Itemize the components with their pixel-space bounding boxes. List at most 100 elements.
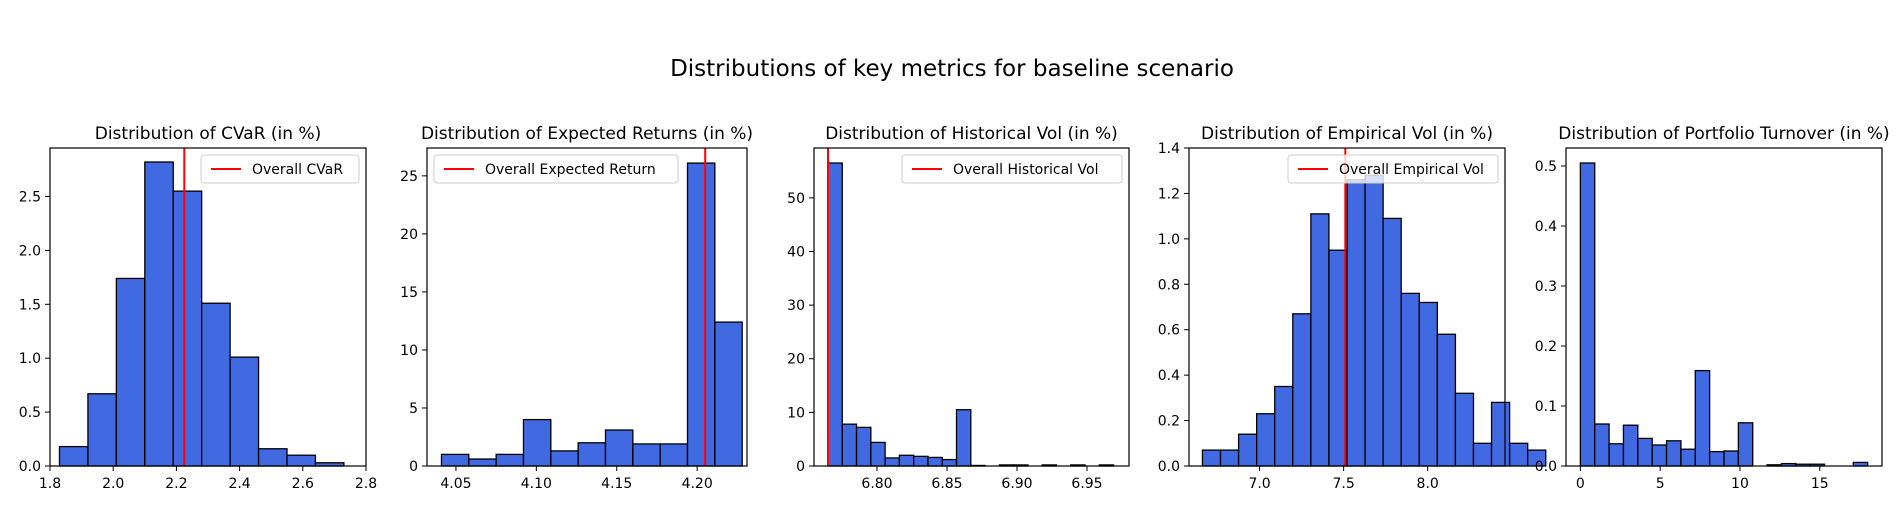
y-tick-label: 0.4 [1535, 219, 1557, 235]
y-tick-label: 30 [787, 298, 805, 314]
x-tick-label: 1.8 [39, 476, 61, 492]
histogram-bar [144, 161, 174, 467]
legend-label: Overall Expected Return [485, 162, 656, 178]
y-tick-label: 0.6 [1158, 323, 1180, 339]
histogram-bar [229, 356, 260, 467]
legend-label: Overall CVaR [252, 162, 343, 178]
histogram-bar [1364, 174, 1384, 467]
y-tick-label: 10 [400, 343, 418, 359]
histogram-bar [257, 448, 288, 467]
histogram-bar [495, 453, 525, 467]
legend-label: Overall Empirical Vol [1339, 162, 1484, 178]
histogram-bar [604, 429, 634, 467]
histogram-bar [1436, 333, 1457, 467]
histogram-bar [1400, 292, 1420, 467]
x-tick-label: 2.4 [228, 476, 250, 492]
y-tick-label: 0 [409, 459, 418, 475]
histogram-bar [941, 458, 958, 467]
y-tick-label: 0.0 [19, 459, 41, 475]
histogram-bar [1723, 450, 1740, 467]
axes-frame [49, 147, 367, 467]
chart-title: Distribution of Expected Returns (in %) [421, 124, 753, 144]
x-tick-label: 5 [1656, 476, 1665, 492]
histogram-bar [1346, 179, 1366, 467]
y-tick-label: 20 [787, 352, 805, 368]
y-tick-label: 0.0 [1158, 459, 1180, 475]
x-tick-label: 7.5 [1333, 476, 1355, 492]
x-tick-label: 4.20 [682, 476, 713, 492]
histogram-bar [58, 445, 89, 467]
histogram-bar [550, 450, 579, 467]
histogram-bar [1508, 442, 1529, 467]
chart-title: Distribution of Empirical Vol (in %) [1201, 124, 1493, 144]
y-tick-label: 0.2 [1158, 414, 1180, 430]
histogram-bar [201, 302, 231, 467]
x-tick-label: 15 [1811, 476, 1829, 492]
y-tick-label: 0.2 [1535, 339, 1557, 355]
x-tick-label: 6.90 [1001, 476, 1032, 492]
histogram-bar [870, 441, 886, 467]
y-tick-label: 1.4 [1158, 141, 1180, 157]
histogram-bar [1237, 433, 1258, 467]
y-tick-label: 0.8 [1158, 277, 1180, 293]
chart-4: Distribution of Empirical Vol (in %) Over… [1158, 124, 1547, 492]
histogram-bar [955, 409, 972, 467]
x-tick-label: 10 [1731, 476, 1749, 492]
histogram-bar [714, 321, 743, 467]
histogram-bar [87, 393, 118, 467]
x-tick-label: 0 [1576, 476, 1585, 492]
chart-3: Distribution of Historical Vol (in %) Ove… [787, 124, 1130, 492]
histogram-bar [440, 453, 470, 467]
y-tick-label: 20 [400, 227, 418, 243]
histogram-bar [577, 442, 607, 467]
histogram-bar [1219, 449, 1240, 467]
histogram-bar [659, 443, 689, 467]
figure-title: Distributions of key metrics for baselin… [670, 56, 1234, 82]
histogram-bar [1454, 392, 1475, 467]
legend-box [200, 154, 360, 184]
histogram-bar [1622, 424, 1639, 467]
histogram-bar [1594, 423, 1610, 467]
x-tick-label: 6.95 [1071, 476, 1102, 492]
histogram-bar [827, 162, 843, 467]
chart-title: Distribution of Historical Vol (in %) [825, 124, 1118, 144]
y-tick-label: 1.5 [19, 297, 41, 313]
axes-frame [426, 147, 748, 467]
x-tick-label: 2.2 [165, 476, 187, 492]
x-tick-label: 8.0 [1417, 476, 1439, 492]
histogram-bar [1490, 401, 1511, 467]
histogram-bar [1637, 437, 1653, 467]
histogram-bar [1328, 249, 1348, 467]
y-tick-label: 25 [400, 169, 418, 185]
y-tick-label: 15 [400, 285, 418, 301]
y-tick-label: 50 [787, 191, 805, 207]
histogram-bar [927, 456, 943, 467]
y-tick-label: 2.0 [19, 243, 41, 259]
histogram-bar [286, 454, 317, 467]
x-tick-label: 2.0 [102, 476, 124, 492]
histogram-bar [1651, 444, 1668, 467]
histogram-bar [1256, 413, 1276, 467]
histogram-bar [522, 418, 552, 467]
x-tick-label: 2.8 [355, 476, 377, 492]
histogram-bar [1310, 213, 1330, 467]
histogram-bar [1708, 450, 1725, 467]
y-tick-label: 0.1 [1535, 399, 1557, 415]
y-tick-label: 1.0 [1158, 232, 1180, 248]
histogram-bar [1292, 313, 1312, 467]
y-tick-label: 2.5 [19, 190, 41, 206]
legend-box [1287, 154, 1499, 184]
histogram-bar [898, 454, 915, 467]
histogram-bar [1737, 422, 1754, 467]
x-tick-label: 4.15 [601, 476, 632, 492]
y-tick-label: 0 [796, 459, 805, 475]
x-tick-label: 6.85 [931, 476, 962, 492]
chart-2: Distribution of Expected Returns (in %) O… [400, 124, 753, 492]
y-tick-label: 0.5 [1535, 159, 1557, 175]
histogram-bar [632, 443, 661, 467]
histogram-bar [1201, 449, 1222, 467]
histogram-bar [172, 190, 203, 467]
histogram-bar [1608, 443, 1625, 467]
chart-title: Distribution of CVaR (in %) [95, 124, 322, 144]
